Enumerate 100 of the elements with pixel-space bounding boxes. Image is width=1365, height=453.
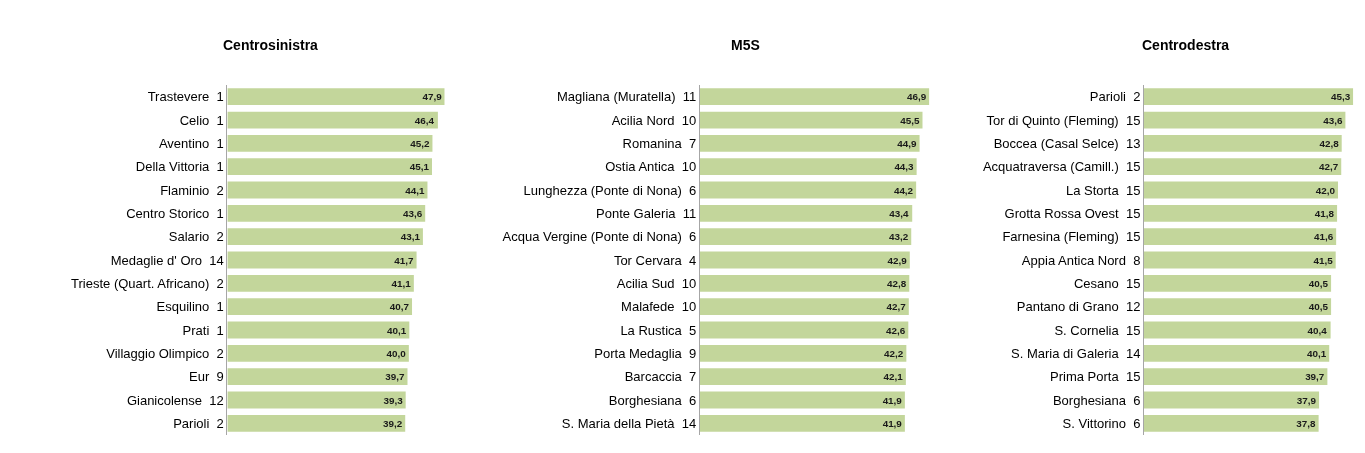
bar <box>699 344 907 362</box>
y-tick-label: Prati 1 <box>182 322 224 338</box>
data-label: 42,1 <box>883 371 904 383</box>
y-tick-label: Appia Antica Nord 8 <box>1021 252 1141 268</box>
data-label: 45,5 <box>900 114 920 126</box>
y-tick-label: Della Vittoria 1 <box>135 159 224 175</box>
y-tick-label: Gianicolense 12 <box>126 392 224 408</box>
bar <box>699 414 905 432</box>
bar <box>699 321 909 339</box>
y-tick-label: Acquatraversa (Camill.) 15 <box>982 159 1141 175</box>
bar <box>227 321 410 339</box>
bar <box>699 298 909 316</box>
y-tick-label: Villaggio Olimpico 2 <box>106 345 224 361</box>
data-label: 41,6 <box>1313 231 1334 243</box>
bar <box>227 391 406 409</box>
bar <box>1144 274 1332 292</box>
data-label: 40,4 <box>1307 324 1328 336</box>
bar <box>699 391 905 409</box>
data-label: 47,9 <box>422 91 443 103</box>
y-tick-label: Magliana (Muratella) 11 <box>557 89 697 105</box>
bar <box>1144 391 1320 409</box>
y-tick-label: La Rustica 5 <box>620 322 697 338</box>
data-label: 42,7 <box>886 301 907 313</box>
bar <box>227 274 414 292</box>
data-label: 37,8 <box>1296 417 1317 429</box>
y-tick-label: Parioli 2 <box>1089 89 1141 105</box>
bar <box>1144 134 1342 152</box>
bar <box>1144 344 1330 362</box>
y-tick-label: Cesano 15 <box>1073 275 1141 291</box>
y-tick-label: S. Vittorino 6 <box>1062 415 1141 431</box>
data-label: 41,7 <box>394 254 415 266</box>
bar <box>227 181 428 199</box>
bar <box>1144 181 1339 199</box>
data-label: 41,5 <box>1313 254 1334 266</box>
bar <box>699 228 912 246</box>
bar <box>227 414 406 432</box>
data-label: 42,6 <box>886 324 906 336</box>
bar <box>1144 204 1338 222</box>
y-tick-label: Esquilino 1 <box>156 299 224 315</box>
data-label: 40,5 <box>1308 301 1329 313</box>
data-label: 40,1 <box>387 324 407 336</box>
data-label: 41,8 <box>1314 207 1335 219</box>
bar <box>227 158 432 176</box>
y-tick-label: Porta Medaglia 9 <box>594 345 697 361</box>
data-label: 43,6 <box>402 207 423 219</box>
chart-title: Centrodestra <box>1142 37 1230 53</box>
data-label: 46,4 <box>414 114 435 126</box>
y-tick-label: Borghesiana 6 <box>608 392 697 408</box>
data-label: 40,7 <box>389 301 410 313</box>
data-label: 45,3 <box>1331 91 1351 103</box>
bar <box>1144 414 1319 432</box>
bar <box>227 368 408 386</box>
data-label: 40,0 <box>386 347 407 359</box>
bar <box>227 204 426 222</box>
data-label: 41,1 <box>391 277 412 289</box>
y-tick-label: Trieste (Quart. Africano) 2 <box>71 275 224 291</box>
y-tick-label: S. Maria di Galeria 14 <box>1011 345 1141 361</box>
y-tick-label: Borghesiana 6 <box>1052 392 1141 408</box>
data-label: 46,9 <box>907 91 927 103</box>
data-label: 42,8 <box>887 277 907 289</box>
data-label: 43,4 <box>889 207 909 219</box>
bar <box>227 134 433 152</box>
y-tick-label: Acilia Sud 10 <box>616 275 697 291</box>
y-tick-label: Barcaccia 7 <box>624 369 697 385</box>
y-tick-label: Eur 9 <box>189 369 224 385</box>
data-label: 42,0 <box>1315 184 1336 196</box>
data-label: 42,9 <box>887 254 908 266</box>
y-tick-label: S. Maria della Pietà 14 <box>561 415 697 431</box>
y-tick-label: Grotta Rossa Ovest 15 <box>1004 205 1141 221</box>
y-tick-label: Farnesina (Fleming) 15 <box>1002 229 1141 245</box>
data-label: 39,7 <box>385 371 405 383</box>
bar <box>227 298 413 316</box>
data-label: 43,2 <box>888 231 909 243</box>
data-label: 39,2 <box>382 417 403 429</box>
y-tick-label: Acqua Vergine (Ponte di Nona) 6 <box>502 229 697 245</box>
bar <box>699 204 913 222</box>
bar <box>699 251 910 269</box>
bar <box>1144 251 1336 269</box>
y-tick-label: Centro Storico 1 <box>126 205 224 221</box>
bar <box>1144 298 1332 316</box>
data-label: 39,3 <box>383 394 404 406</box>
bar <box>1144 158 1342 176</box>
data-label: 37,9 <box>1296 394 1317 406</box>
data-label: 44,2 <box>893 184 914 196</box>
y-tick-label: La Storta 15 <box>1065 182 1141 198</box>
data-label: 43,6 <box>1323 114 1343 126</box>
data-label: 44,9 <box>897 137 918 149</box>
y-tick-label: Acilia Nord 10 <box>611 112 697 128</box>
data-label: 40,1 <box>1306 347 1327 359</box>
data-label: 42,2 <box>884 347 904 359</box>
bar <box>227 228 423 246</box>
data-label: 42,7 <box>1318 161 1339 173</box>
y-tick-label: Ponte Galeria 11 <box>596 205 697 221</box>
data-label: 44,3 <box>894 161 915 173</box>
bar <box>1144 88 1354 106</box>
bar <box>227 251 417 269</box>
y-tick-label: Parioli 2 <box>173 415 224 431</box>
y-tick-label: Boccea (Casal Selce) 13 <box>993 135 1141 151</box>
bar <box>699 158 917 176</box>
data-label: 44,1 <box>405 184 425 196</box>
